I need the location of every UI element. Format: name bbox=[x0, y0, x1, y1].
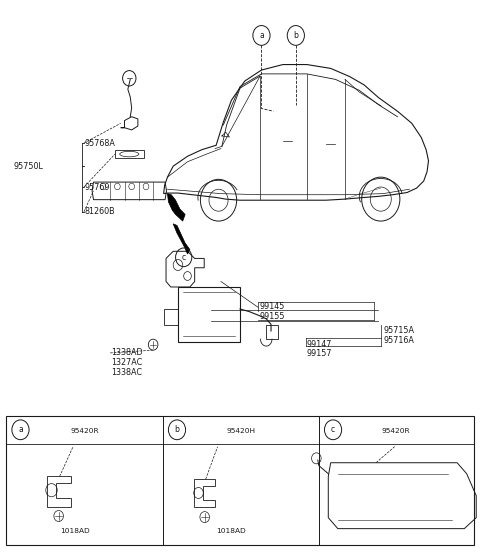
Text: 95715A: 95715A bbox=[383, 326, 414, 336]
Text: 1327AC: 1327AC bbox=[111, 358, 143, 367]
Text: 99155: 99155 bbox=[259, 312, 285, 321]
Text: 1338AC: 1338AC bbox=[111, 368, 142, 377]
Text: a: a bbox=[18, 425, 23, 434]
Text: 99147: 99147 bbox=[307, 339, 332, 349]
Bar bbox=[6, 416, 474, 545]
Text: 95420H: 95420H bbox=[226, 428, 255, 434]
Text: 99145: 99145 bbox=[259, 302, 285, 311]
Text: b: b bbox=[293, 31, 298, 40]
Text: 99157: 99157 bbox=[307, 349, 332, 358]
Text: c: c bbox=[181, 253, 186, 262]
Text: c: c bbox=[331, 425, 335, 434]
Text: b: b bbox=[175, 425, 180, 434]
Text: 95716A: 95716A bbox=[383, 336, 414, 346]
Polygon shape bbox=[168, 194, 185, 221]
Text: 95420R: 95420R bbox=[70, 428, 99, 434]
Bar bbox=[164, 309, 178, 326]
Text: 1018AD: 1018AD bbox=[60, 528, 90, 534]
Text: 81260B: 81260B bbox=[85, 207, 116, 216]
Polygon shape bbox=[173, 224, 190, 254]
Text: 95420R: 95420R bbox=[382, 428, 410, 434]
Bar bbox=[266, 326, 278, 339]
Text: 1338AD: 1338AD bbox=[111, 348, 143, 357]
Text: a: a bbox=[259, 31, 264, 40]
Text: 1018AD: 1018AD bbox=[216, 528, 246, 534]
Text: 95769: 95769 bbox=[85, 183, 110, 192]
Bar bbox=[178, 287, 240, 342]
Text: 95768A: 95768A bbox=[85, 139, 116, 147]
Text: 95750L: 95750L bbox=[13, 162, 43, 171]
